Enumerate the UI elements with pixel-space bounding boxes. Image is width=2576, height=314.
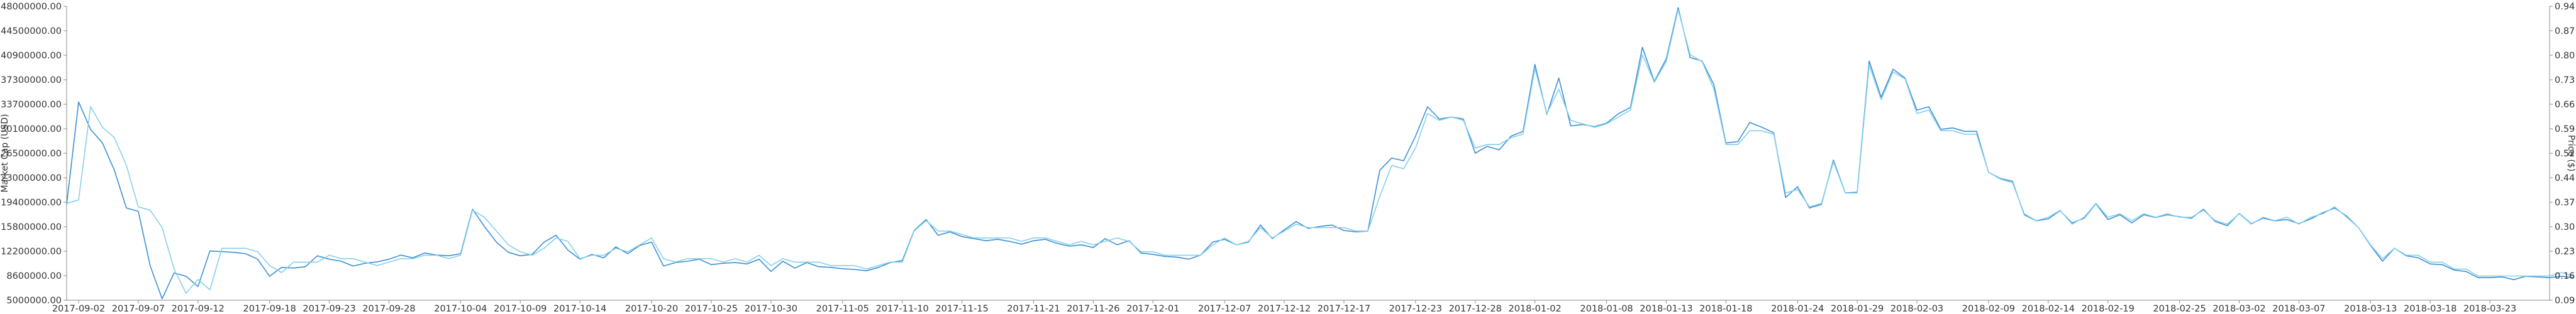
left-tick-label: 15800000.00 <box>1 222 62 232</box>
left-tick-label: 12200000.00 <box>1 247 62 257</box>
x-tick-label: 2018-03-07 <box>2272 304 2325 314</box>
x-tick-label: 2017-11-15 <box>935 304 988 314</box>
left-tick-label: 19400000.00 <box>1 198 62 208</box>
x-tick-label: 2018-03-23 <box>2463 304 2516 314</box>
x-tick-label: 2017-11-10 <box>876 304 929 314</box>
market-cap-series-line <box>66 7 2574 300</box>
x-tick-label: 2017-12-07 <box>1198 304 1251 314</box>
x-tick-label: 2018-01-18 <box>1699 304 1752 314</box>
left-tick-label: 48000000.00 <box>1 2 62 12</box>
x-tick-label: 2017-10-04 <box>434 304 487 314</box>
x-tick-label: 2018-01-24 <box>1771 304 1824 314</box>
x-tick-label: 2017-10-30 <box>745 304 797 314</box>
x-tick-label: 2018-02-14 <box>2022 304 2075 314</box>
x-tick-label: 2017-10-09 <box>494 304 547 314</box>
x-tick-label: 2017-11-05 <box>816 304 869 314</box>
right-tick-label: 0.59 <box>2555 124 2575 134</box>
left-tick-label: 37300000.00 <box>1 75 62 85</box>
right-tick-label: 0.30 <box>2555 222 2575 232</box>
right-tick-label: 0.66 <box>2555 100 2575 110</box>
x-tick-label: 2018-03-18 <box>2404 304 2457 314</box>
x-tick-label: 2017-11-26 <box>1067 304 1119 314</box>
x-tick-label: 2018-03-13 <box>2344 304 2397 314</box>
x-tick-label: 2017-11-21 <box>1007 304 1060 314</box>
axes <box>64 6 2553 303</box>
x-tick-label: 2017-12-12 <box>1258 304 1311 314</box>
x-tick-label: 2017-12-23 <box>1389 304 1442 314</box>
x-tick-label: 2018-02-25 <box>2153 304 2206 314</box>
right-tick-label: 0.16 <box>2555 271 2575 281</box>
x-tick-label: 2018-01-02 <box>1508 304 1561 314</box>
right-axis-title: Price ($) <box>2566 135 2576 171</box>
series-lines <box>66 7 2574 300</box>
x-tick-label: 2018-01-08 <box>1580 304 1633 314</box>
left-tick-label: 23000000.00 <box>1 173 62 183</box>
x-tick-label: 2017-10-25 <box>685 304 738 314</box>
right-tick-label: 0.23 <box>2555 247 2575 257</box>
x-tick-label: 2018-02-09 <box>1962 304 2015 314</box>
x-tick-label: 2018-01-29 <box>1831 304 1884 314</box>
right-tick-label: 0.52 <box>2555 149 2575 159</box>
x-tick-label: 2017-09-18 <box>243 304 296 314</box>
x-tick-label: 2017-09-23 <box>303 304 355 314</box>
x-tick-label: 2017-10-20 <box>625 304 678 314</box>
right-tick-label: 0.73 <box>2555 75 2575 85</box>
x-tick-label: 2018-03-02 <box>2212 304 2265 314</box>
x-tick-label: 2017-09-07 <box>112 304 165 314</box>
x-tick-label: 2018-02-03 <box>1890 304 1943 314</box>
x-tick-label: 2017-10-14 <box>553 304 606 314</box>
left-tick-label: 30100000.00 <box>1 124 62 134</box>
right-tick-label: 0.37 <box>2555 198 2575 208</box>
left-tick-label: 44500000.00 <box>1 26 62 36</box>
x-tick-label: 2018-02-19 <box>2082 304 2135 314</box>
right-tick-label: 0.94 <box>2555 2 2575 12</box>
x-tick-label: 2017-12-28 <box>1449 304 1502 314</box>
price-series-line <box>66 9 2574 294</box>
x-tick-label: 2017-09-28 <box>362 304 415 314</box>
x-tick-label: 2017-12-17 <box>1318 304 1370 314</box>
right-tick-label: 0.80 <box>2555 51 2575 61</box>
left-tick-label: 8600000.00 <box>6 271 62 281</box>
left-tick-label: 26500000.00 <box>1 149 62 159</box>
left-tick-label: 5000000.00 <box>6 296 62 306</box>
x-tick-label: 2017-09-02 <box>52 304 105 314</box>
x-tick-label: 2017-09-12 <box>172 304 225 314</box>
right-tick-label: 0.09 <box>2555 296 2575 306</box>
x-tick-label: 2018-01-13 <box>1640 304 1692 314</box>
left-axis-title: Market Cap (USD) <box>0 114 10 192</box>
x-tick-label: 2017-12-01 <box>1126 304 1179 314</box>
right-tick-label: 0.87 <box>2555 26 2575 36</box>
left-tick-label: 33700000.00 <box>1 100 62 110</box>
left-tick-label: 40900000.00 <box>1 51 62 61</box>
right-tick-label: 0.44 <box>2555 173 2575 183</box>
